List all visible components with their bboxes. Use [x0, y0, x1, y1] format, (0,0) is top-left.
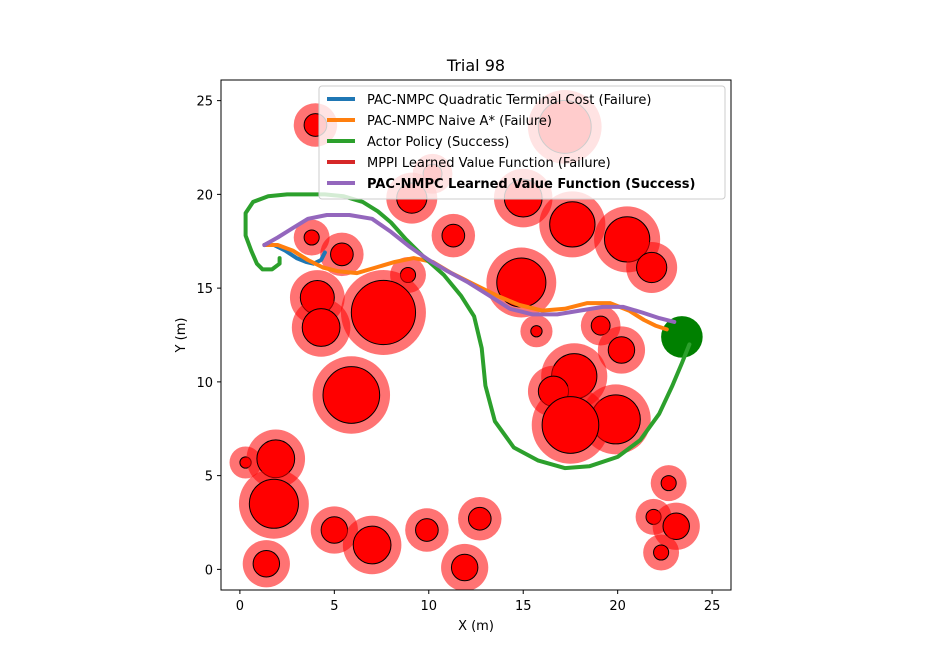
series-line — [262, 213, 677, 324]
obstacle-core — [653, 544, 670, 561]
obstacle — [291, 298, 351, 357]
legend-label: Actor Policy (Success) — [367, 135, 509, 150]
obstacle-core — [330, 242, 354, 267]
obstacle — [238, 468, 309, 539]
obstacle — [650, 465, 687, 502]
obstacle-core — [248, 478, 299, 529]
obstacle-core — [352, 525, 392, 565]
legend-label: PAC-NMPC Quadratic Terminal Cost (Failur… — [367, 93, 651, 108]
obstacle-core — [607, 336, 636, 364]
x-axis-label: X (m) — [458, 619, 494, 634]
x-tick-label: 10 — [421, 599, 438, 614]
obstacle-core — [636, 251, 668, 284]
obstacle — [320, 232, 364, 277]
legend-entry: MPPI Learned Value Function (Failure) — [327, 156, 611, 171]
y-tick-label: 25 — [196, 95, 213, 110]
goal-marker — [661, 316, 703, 358]
goal-layer — [661, 316, 703, 358]
y-tick-label: 10 — [196, 376, 213, 391]
obstacle-core — [252, 550, 281, 578]
obstacle — [441, 543, 489, 590]
obstacle — [431, 213, 476, 258]
obstacle-core — [301, 308, 341, 347]
series-line — [243, 192, 692, 471]
obstacle — [520, 315, 553, 348]
obstacle-core — [660, 475, 677, 492]
obstacle-core — [549, 201, 596, 248]
legend-label: PAC-NMPC Learned Value Function (Success… — [367, 177, 695, 192]
x-tick-label: 20 — [609, 599, 626, 614]
obstacle-core — [590, 315, 611, 336]
obstacle-core — [441, 223, 466, 248]
obstacle — [643, 534, 680, 571]
obstacle — [597, 326, 646, 374]
series-layer — [243, 192, 692, 471]
legend-entry: Actor Policy (Success) — [327, 135, 509, 150]
obstacle-core — [350, 279, 417, 346]
x-tick-label: 5 — [330, 599, 338, 614]
obstacle-core — [322, 366, 381, 424]
y-axis-label: Y (m) — [174, 318, 189, 354]
x-tick-label: 15 — [515, 599, 532, 614]
plot-frame — [220, 79, 732, 591]
obstacle — [242, 540, 290, 588]
obstacle-core — [450, 553, 479, 582]
obstacle-core — [530, 325, 543, 338]
y-axis: 0 5 10 15 20 25 — [196, 95, 221, 578]
obstacle — [539, 191, 606, 258]
x-tick-label: 25 — [704, 599, 721, 614]
obstacle-core — [415, 518, 439, 542]
y-tick-label: 5 — [205, 470, 213, 485]
obstacle-core — [541, 396, 600, 454]
obstacle — [293, 219, 330, 256]
obstacle — [626, 242, 678, 293]
legend-entry: PAC-NMPC Quadratic Terminal Cost (Failur… — [327, 93, 651, 108]
obstacle — [342, 515, 402, 575]
obstacle — [340, 270, 426, 355]
obstacle — [531, 386, 610, 464]
x-axis: 0 5 10 15 20 25 — [236, 590, 721, 614]
obstacle-core — [662, 512, 690, 540]
y-tick-label: 15 — [196, 282, 213, 297]
obstacle — [312, 356, 391, 434]
chart-title: Trial 98 — [446, 56, 505, 75]
x-tick-label: 0 — [236, 599, 244, 614]
legend-label: PAC-NMPC Naive A* (Failure) — [367, 114, 552, 129]
obstacle — [405, 508, 449, 552]
legend-entry: PAC-NMPC Learned Value Function (Success… — [327, 177, 695, 192]
obstacle-core — [303, 229, 320, 246]
legend-label: MPPI Learned Value Function (Failure) — [367, 156, 611, 171]
obstacle-core — [467, 506, 492, 531]
legend: PAC-NMPC Quadratic Terminal Cost (Failur… — [318, 85, 726, 200]
y-tick-label: 20 — [196, 188, 213, 203]
legend-box — [318, 85, 726, 200]
obstacle — [458, 497, 502, 541]
y-tick-label: 0 — [205, 563, 213, 578]
legend-entry: PAC-NMPC Naive A* (Failure) — [327, 114, 552, 129]
